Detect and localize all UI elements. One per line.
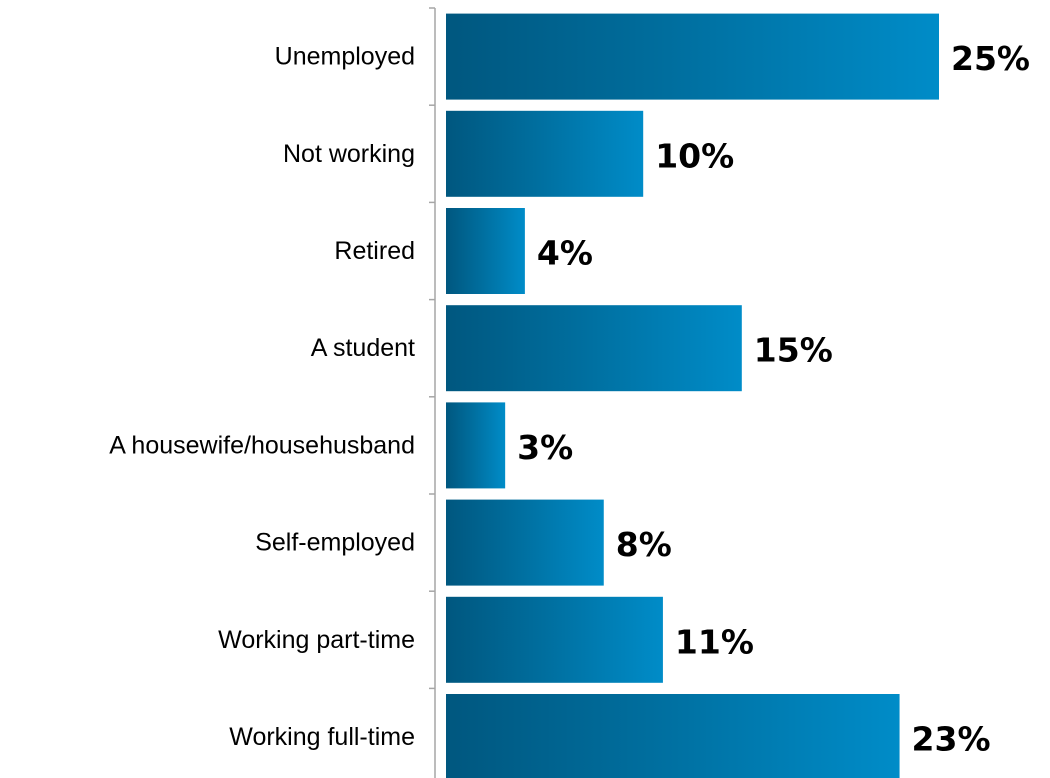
data-label: 25%	[951, 39, 1030, 78]
category-label: A housewife/househusband	[109, 431, 415, 459]
bars-layer	[446, 13, 939, 778]
category-label: Self-employed	[255, 529, 415, 557]
data-label: 15%	[754, 331, 833, 370]
data-label: 10%	[655, 136, 734, 175]
bar-working-full-time	[446, 694, 900, 778]
category-label: Retired	[334, 237, 415, 265]
category-label: Unemployed	[275, 43, 415, 71]
category-label: A student	[311, 334, 415, 362]
labels-layer: Unemployed 25% Not working 10% Retired 4% A st…	[109, 39, 1030, 758]
category-label: Working part-time	[218, 626, 415, 654]
bar-not-working	[446, 110, 644, 197]
bar-a-student	[446, 305, 742, 392]
bar-a-housewife-househusband	[446, 402, 506, 489]
category-label: Not working	[283, 140, 415, 168]
category-label: Working full-time	[229, 723, 415, 751]
data-label: 11%	[675, 622, 754, 661]
category-axis	[429, 7, 436, 778]
data-label: 23%	[912, 720, 991, 759]
bar-unemployed	[446, 13, 939, 100]
data-label: 3%	[517, 428, 573, 467]
data-label: 8%	[616, 525, 672, 564]
bar-self-employed	[446, 499, 604, 586]
data-label: 4%	[537, 234, 593, 273]
bar-retired	[446, 208, 525, 294]
bar-working-part-time	[446, 596, 663, 683]
